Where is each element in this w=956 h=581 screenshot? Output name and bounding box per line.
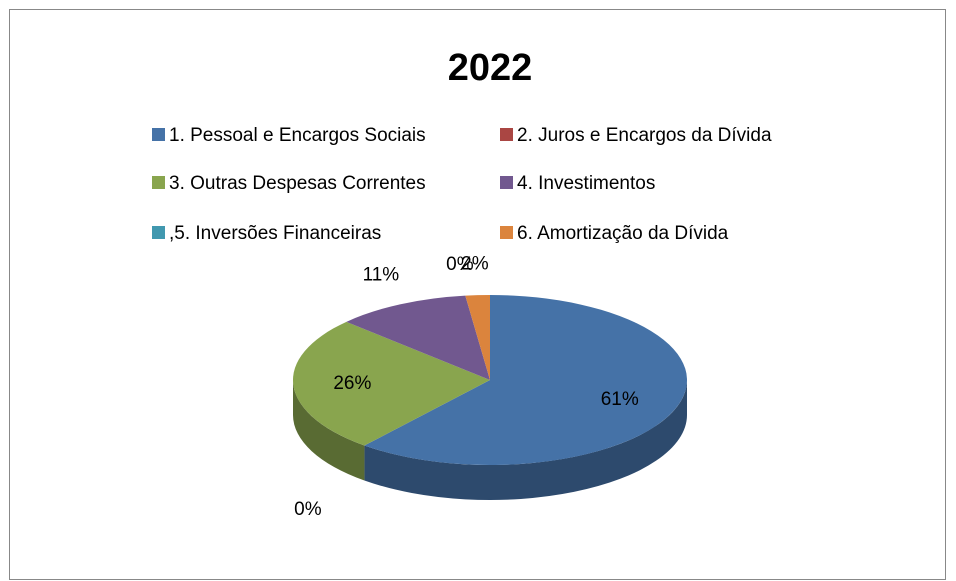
legend-label: ,5. Inversões Financeiras <box>169 223 381 244</box>
data-label: 61% <box>601 389 639 410</box>
data-label: 0% <box>294 499 322 520</box>
legend-label: 3. Outras Despesas Correntes <box>169 173 426 194</box>
legend-swatch <box>500 176 513 189</box>
legend-swatch <box>152 226 165 239</box>
pie-slice <box>292 321 490 446</box>
legend-label: 1. Pessoal e Encargos Sociais <box>169 125 426 146</box>
legend-swatch <box>152 176 165 189</box>
pie-side <box>293 380 365 481</box>
legend-swatch <box>500 226 513 239</box>
legend-swatch <box>152 128 165 141</box>
legend-label: 6. Amortização da Dívida <box>517 223 729 244</box>
pie-slice <box>465 295 490 380</box>
data-label: 0% <box>446 254 474 275</box>
pie-slice <box>364 295 687 465</box>
data-label: 26% <box>333 373 371 394</box>
chart-title: 2022 <box>448 47 533 89</box>
pie-slice <box>346 295 490 380</box>
data-label: 2% <box>461 254 489 275</box>
data-label: 11% <box>363 265 400 286</box>
legend-label: 2. Juros e Encargos da Dívida <box>517 125 772 146</box>
legend-label: 4. Investimentos <box>517 173 655 194</box>
pie-side <box>364 380 687 500</box>
legend-swatch <box>500 128 513 141</box>
